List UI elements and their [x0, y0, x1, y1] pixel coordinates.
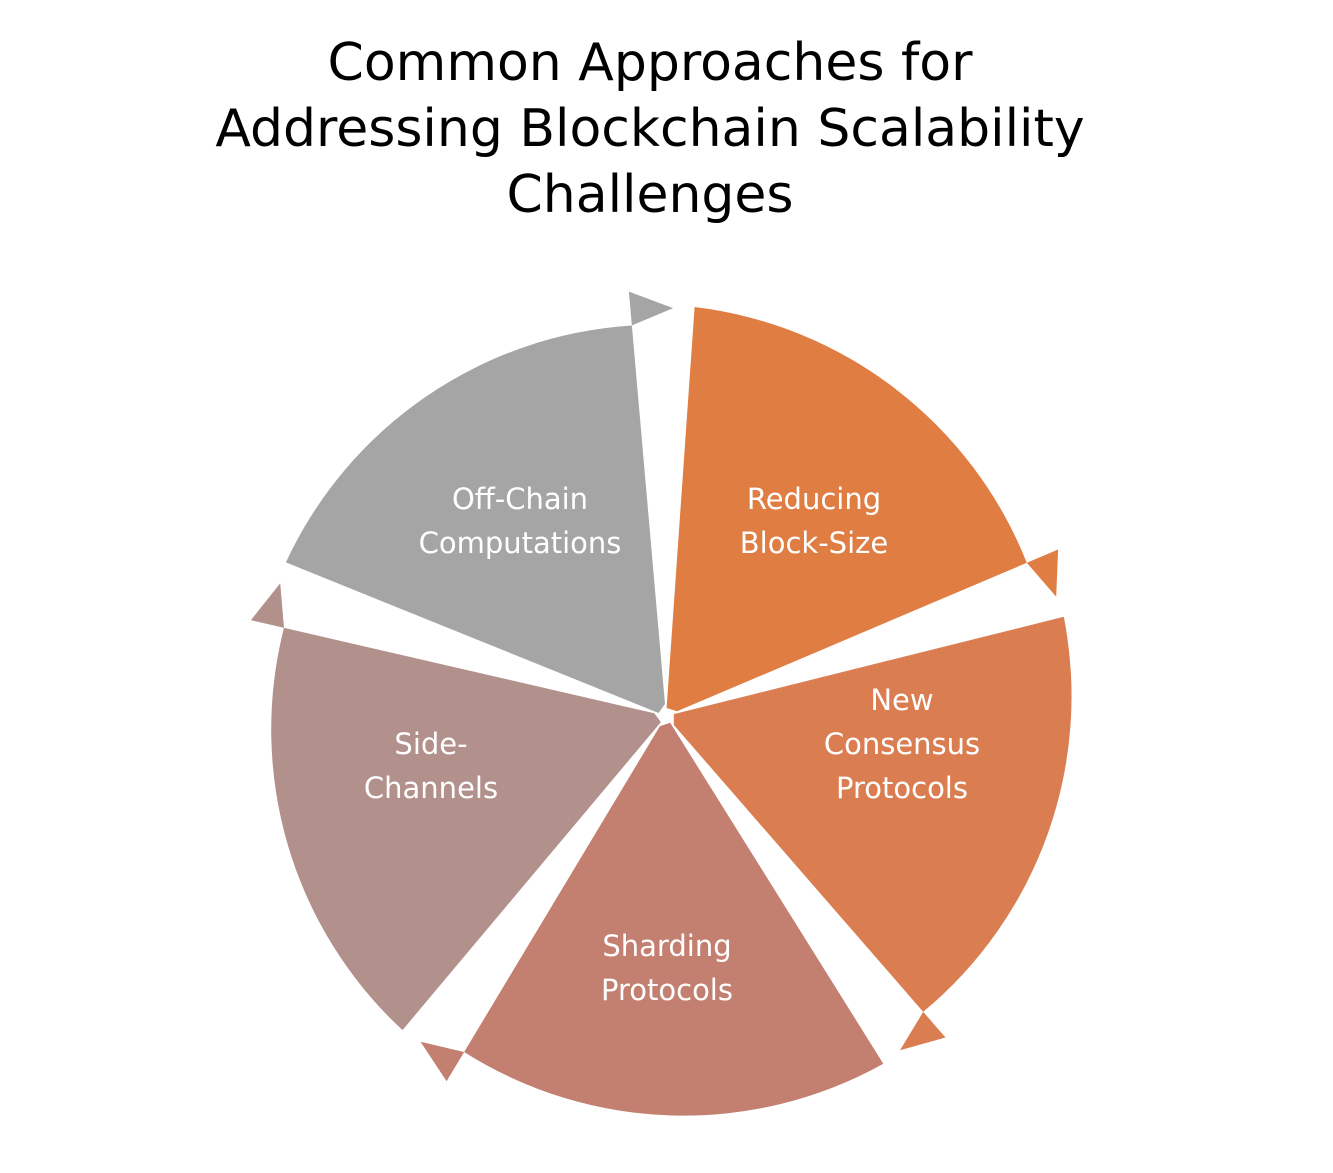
segment-label: New Consensus Protocols [824, 683, 980, 805]
title-line-2: Addressing Blockchain Scalability [215, 99, 1085, 159]
title-line-1: Common Approaches for [327, 33, 973, 93]
segment-label-line: Off-Chain [452, 482, 588, 516]
cycle-segment [673, 616, 1072, 1051]
cycle-segment [666, 307, 1059, 712]
segment-label-line: Protocols [601, 973, 733, 1007]
segment-label-line: Side- [394, 727, 467, 761]
segment-label-line: Sharding [602, 929, 731, 963]
diagram-title: Common Approaches for Addressing Blockch… [0, 30, 1300, 228]
segment-label-line: Protocols [836, 771, 968, 805]
segment-label-line: Block-Size [740, 526, 888, 560]
segment-label: Off-Chain Computations [419, 482, 622, 560]
segment-label-line: Computations [419, 526, 622, 560]
segment-label-line: Channels [364, 771, 498, 805]
cycle-segment [420, 722, 884, 1116]
title-line-3: Challenges [506, 165, 794, 225]
segment-label: Reducing Block-Size [740, 482, 888, 560]
segment-label-line: Reducing [747, 482, 881, 516]
segment-label-line: Consensus [824, 727, 980, 761]
cycle-segment [285, 291, 674, 713]
segment-label: Sharding Protocols [601, 929, 733, 1007]
segment-label: Side- Channels [364, 727, 498, 805]
cycle-segment [250, 583, 661, 1031]
segment-label-line: New [870, 683, 933, 717]
